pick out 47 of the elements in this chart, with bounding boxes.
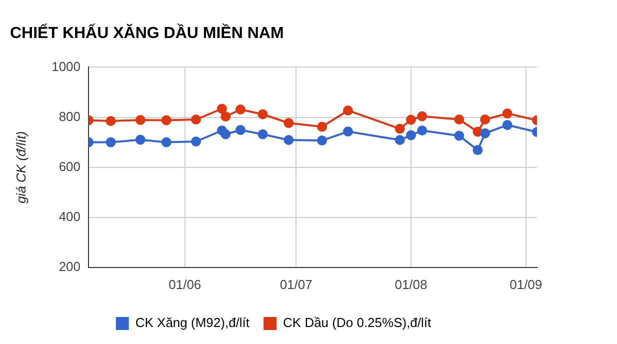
point [454,130,464,141]
point [284,135,294,146]
point [417,111,428,122]
point [161,115,172,126]
x-tick-label: 01/06 [168,276,202,292]
point [317,136,328,146]
x-tick-label: 01/07 [280,276,312,292]
point [480,128,490,138]
x-tick-label: 01/09 [510,276,542,292]
y-tick-label: 1000 [52,58,81,74]
point [191,136,202,147]
legend-label: CK Dầu (Do 0.25%S),đ/lít [283,315,432,330]
point [454,114,464,125]
point [472,145,483,156]
x-tick-label: 01/08 [394,276,428,292]
point [342,105,353,116]
point [216,104,227,114]
point [417,126,428,136]
y-axis-title: giá CK (đ/lít) [13,131,28,204]
point [284,118,294,128]
point [406,114,416,125]
legend-label: CK Xăng (M92),đ/lít [135,315,250,330]
point [480,114,490,125]
point [502,120,512,130]
point [235,125,246,136]
point [235,104,246,114]
point [220,129,231,140]
point [106,137,116,148]
y-tick-label: 800 [58,108,81,124]
point [394,124,405,134]
y-tick-label: 200 [58,258,81,274]
y-tick-label: 600 [58,158,81,174]
point [135,115,146,126]
point [502,108,512,118]
chart-title: CHIẾT KHẤU XĂNG DẦU MIỀN NAM [10,23,284,42]
y-tick-label: 400 [58,208,81,224]
point [394,135,405,146]
point [317,122,328,132]
point [135,134,146,145]
point [191,114,202,125]
point [342,126,353,137]
point [220,112,231,122]
point [258,129,268,140]
point [258,109,268,120]
point [161,137,172,148]
point [106,116,116,126]
point [406,130,416,140]
